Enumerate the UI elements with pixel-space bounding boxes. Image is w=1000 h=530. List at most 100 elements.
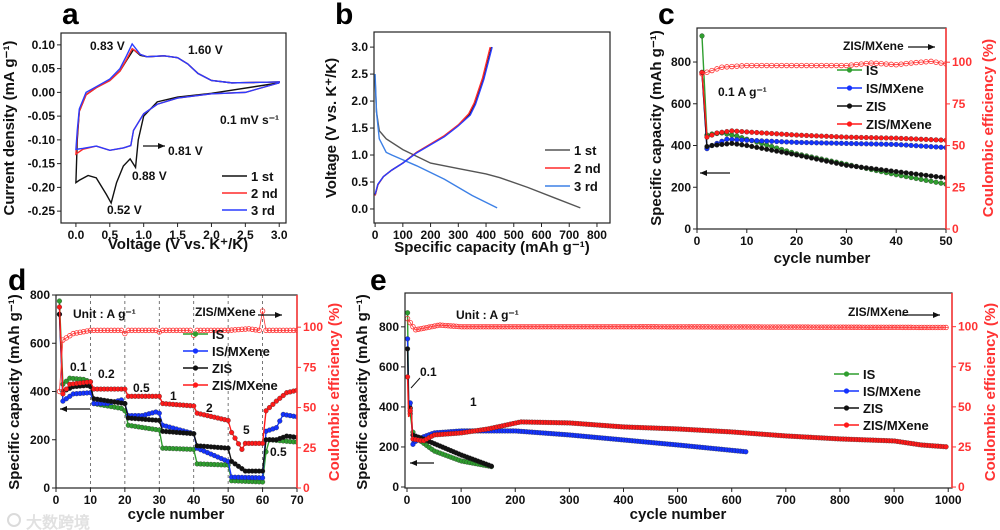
data-point (664, 324, 671, 330)
legend-label: IS (866, 63, 879, 78)
data-point (160, 327, 166, 334)
legend-marker (192, 382, 199, 388)
data-point (718, 324, 725, 330)
data-point (943, 324, 949, 331)
data-point (564, 323, 570, 330)
annotation: ZIS/MXene (195, 305, 256, 319)
data-point (878, 141, 884, 147)
x-tick-label: 700 (559, 228, 579, 242)
data-point (287, 327, 293, 334)
data-point (863, 165, 869, 171)
panel-letter: d (8, 264, 26, 297)
x-tick-label: 500 (668, 493, 688, 507)
legend-marker (192, 348, 199, 354)
data-point (843, 140, 849, 146)
data-point (122, 330, 128, 337)
data-point (799, 132, 805, 138)
y2-tick-label: 75 (303, 360, 317, 374)
data-point (429, 323, 435, 330)
data-point (873, 135, 879, 141)
data-point (80, 328, 87, 335)
data-point (580, 323, 587, 330)
data-point (729, 324, 735, 330)
data-point (94, 327, 101, 334)
data-point (910, 324, 917, 331)
data-point (156, 393, 162, 399)
data-point (405, 310, 411, 316)
y-tick-label: -0.10 (28, 133, 56, 147)
data-point (832, 324, 838, 330)
legend-marker (843, 405, 850, 411)
data-point (933, 59, 939, 65)
data-point (699, 324, 706, 330)
data-point (808, 324, 814, 330)
data-point (898, 61, 904, 67)
data-point (805, 324, 811, 330)
data-point (873, 166, 879, 172)
data-point (91, 327, 97, 334)
data-point (916, 324, 922, 331)
x-tick-label: 50 (221, 493, 235, 507)
data-point (70, 330, 76, 337)
y-axis-title: Specific capacity (mAh g⁻¹) (648, 30, 665, 225)
data-point (804, 154, 810, 160)
data-point (618, 323, 625, 330)
data-point (903, 60, 909, 67)
data-point (239, 446, 245, 452)
data-point (659, 324, 665, 330)
data-point (421, 325, 427, 331)
data-point (273, 425, 279, 431)
annotation: 1.60 V (188, 43, 223, 57)
data-point (829, 324, 836, 330)
data-point (858, 164, 864, 170)
data-point (709, 132, 715, 138)
panel-d: d0 10 20 30 40 50 60 7002004006008000255075100c… (6, 264, 343, 523)
data-point (898, 142, 904, 148)
annotation: 0.1 (70, 360, 87, 374)
data-point (886, 324, 892, 331)
data-point (769, 147, 775, 153)
data-point (878, 60, 884, 67)
data-point (745, 324, 752, 330)
data-point (426, 324, 432, 330)
panel-letter: b (335, 0, 353, 31)
data-point (835, 324, 841, 330)
y-tick-label: 200 (379, 440, 399, 454)
y-tick-label: 200 (671, 180, 691, 194)
data-point (943, 61, 946, 67)
data-point (719, 141, 725, 148)
data-point (709, 67, 715, 74)
data-point (569, 323, 576, 330)
data-point (804, 132, 810, 139)
data-point (908, 324, 914, 331)
y-tick-label: -0.05 (28, 109, 56, 123)
data-point (794, 139, 800, 145)
x-tick-label: 500 (504, 228, 524, 242)
data-point (607, 323, 614, 330)
data-point (542, 323, 549, 330)
data-point (252, 327, 259, 333)
data-point (867, 324, 873, 330)
data-point (729, 140, 735, 146)
data-point (791, 324, 798, 330)
data-point (789, 139, 795, 145)
data-point (799, 153, 805, 159)
x-tick-label: 10 (740, 234, 754, 248)
data-point (640, 324, 646, 330)
y-tick-label: 0.00 (32, 85, 56, 99)
annotation: Unit : A g⁻¹ (73, 307, 136, 321)
data-point (672, 324, 679, 330)
data-point (808, 155, 815, 161)
data-point (918, 59, 924, 65)
legend-label: 2 nd (574, 161, 601, 176)
data-point (729, 128, 735, 134)
y2-tick-label: 100 (952, 55, 972, 69)
data-point (187, 327, 193, 334)
data-point (163, 327, 169, 334)
data-point (913, 175, 919, 182)
data-point (526, 323, 533, 330)
y2-axis-title: Coulombic efficiency (%) (980, 39, 997, 217)
data-point (77, 329, 83, 336)
x-tick-label: 100 (393, 228, 413, 242)
data-point (838, 161, 844, 167)
